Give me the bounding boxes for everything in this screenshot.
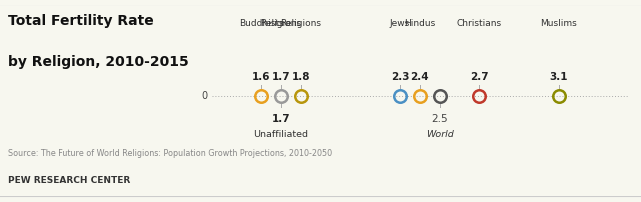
Text: 2.5: 2.5 [431, 114, 448, 124]
Text: Muslims: Muslims [540, 19, 577, 28]
Text: Hindus: Hindus [404, 19, 435, 28]
Text: Religions: Religions [280, 19, 321, 28]
Text: Jews: Jews [390, 19, 410, 28]
Text: 2.4: 2.4 [410, 72, 429, 82]
Text: Unaffiliated: Unaffiliated [253, 130, 308, 140]
Text: 2.7: 2.7 [470, 72, 488, 82]
Text: Buddhists: Buddhists [239, 19, 283, 28]
Text: 3.1: 3.1 [549, 72, 568, 82]
Text: Christians: Christians [457, 19, 502, 28]
Text: 1.8: 1.8 [292, 72, 310, 82]
Text: 2.3: 2.3 [391, 72, 409, 82]
Text: PEW RESEARCH CENTER: PEW RESEARCH CENTER [8, 176, 130, 185]
Text: Total Fertility Rate: Total Fertility Rate [8, 14, 153, 28]
Text: 0: 0 [201, 91, 208, 101]
Text: Source: The Future of World Religions: Population Growth Projections, 2010-2050: Source: The Future of World Religions: P… [8, 149, 332, 159]
Text: 1.6: 1.6 [252, 72, 271, 82]
Text: World: World [426, 130, 454, 140]
Text: 1.7: 1.7 [272, 114, 290, 124]
Text: Religions: Religions [260, 19, 301, 28]
Text: by Religion, 2010-2015: by Religion, 2010-2015 [8, 55, 188, 68]
Text: 1.7: 1.7 [272, 72, 290, 82]
